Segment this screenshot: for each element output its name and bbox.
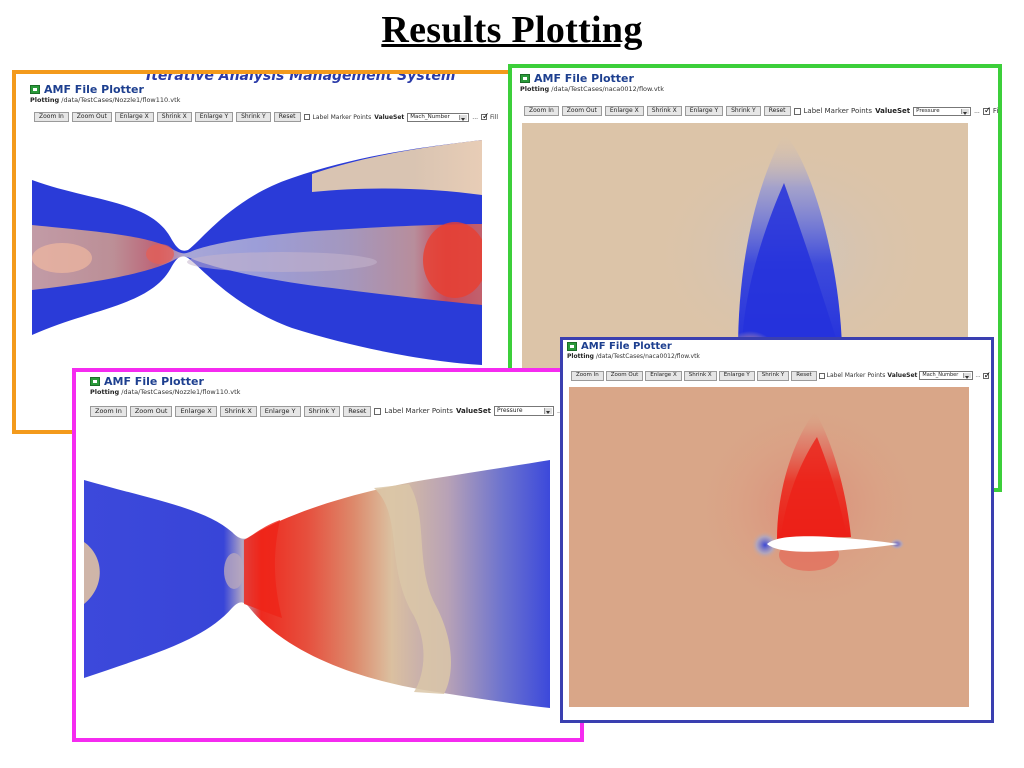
plotter-title-text: AMF File Plotter [534, 72, 634, 85]
plotting-label: Plotting [567, 353, 594, 360]
app-icon [520, 74, 530, 83]
plotting-path: Plotting /data/TestCases/Nozzle1/flow110… [90, 388, 240, 396]
app-icon [90, 377, 100, 386]
enlarge-x-button[interactable]: Enlarge X [175, 406, 217, 417]
chevron-down-icon [963, 373, 972, 380]
fill-label: Fill [490, 113, 499, 121]
valueset-select[interactable]: Pressure [913, 106, 972, 116]
file-path: /data/TestCases/Nozzle1/flow110.vtk [61, 96, 181, 104]
reset-button[interactable]: Reset [343, 406, 372, 417]
plotter-title-text: AMF File Plotter [104, 375, 204, 388]
nozzle-pressure-plot[interactable] [84, 456, 550, 716]
plotting-path: Plotting /data/TestCases/naca0012/flow.v… [520, 85, 664, 93]
plotter-title: AMF File Plotter [90, 375, 204, 388]
reset-button[interactable]: Reset [273, 112, 301, 122]
valueset-value: Mach_Number [922, 372, 959, 379]
shrink-x-button[interactable]: Shrink X [683, 371, 717, 381]
zoom-in-button[interactable]: Zoom In [571, 371, 604, 381]
reset-button[interactable]: Reset [763, 106, 791, 116]
chevron-down-icon [459, 114, 468, 121]
plotter-title-text: AMF File Plotter [44, 83, 144, 96]
label-markers-checkbox[interactable] [303, 114, 310, 120]
file-path: /data/TestCases/Nozzle1/flow110.vtk [121, 388, 241, 396]
plotter-title: AMF File Plotter [520, 72, 634, 85]
shrink-x-button[interactable]: Shrink X [646, 106, 682, 116]
label-markers-label: Label Marker Points [826, 372, 886, 380]
shrink-x-button[interactable]: Shrink X [219, 406, 257, 417]
ellipsis[interactable]: ... [975, 372, 981, 379]
fill-checkbox[interactable] [481, 112, 490, 122]
zoom-in-button[interactable]: Zoom In [34, 112, 69, 122]
enlarge-y-button[interactable]: Enlarge Y [194, 112, 234, 122]
plotter-window-airfoil-mach: AMF File Plotter Plotting /data/TestCase… [560, 337, 994, 723]
zoom-out-button[interactable]: Zoom Out [129, 406, 173, 417]
zoom-out-button[interactable]: Zoom Out [605, 371, 644, 381]
enlarge-x-button[interactable]: Enlarge X [604, 106, 644, 116]
plotting-label: Plotting [90, 388, 120, 396]
enlarge-y-button[interactable]: Enlarge Y [684, 106, 724, 116]
plotter-window-nozzle-pressure: AMF File Plotter Plotting /data/TestCase… [72, 368, 584, 742]
valueset-label: ValueSet [374, 113, 405, 121]
valueset-select[interactable]: Mach_Number [919, 371, 974, 381]
valueset-value: Mach_Number [410, 113, 450, 120]
label-markers-checkbox[interactable] [793, 107, 801, 115]
zoom-in-button[interactable]: Zoom In [90, 406, 127, 417]
zoom-in-button[interactable]: Zoom In [524, 106, 559, 116]
plotting-label: Plotting [520, 85, 550, 93]
fill-label: Fill Co [992, 107, 1002, 115]
fill-checkbox[interactable] [982, 106, 991, 116]
valueset-label: ValueSet [455, 407, 491, 416]
zoom-out-button[interactable]: Zoom Out [561, 106, 602, 116]
label-markers-checkbox[interactable] [374, 407, 382, 415]
zoom-out-button[interactable]: Zoom Out [71, 112, 112, 122]
plot-toolbar: Zoom In Zoom Out Enlarge X Shrink X Enla… [34, 112, 498, 122]
file-path: /data/TestCases/naca0012/flow.vtk [595, 353, 700, 360]
reset-button[interactable]: Reset [791, 371, 817, 381]
file-path: /data/TestCases/naca0012/flow.vtk [551, 85, 664, 93]
shrink-x-button[interactable]: Shrink X [156, 112, 192, 122]
plotting-path: Plotting /data/TestCases/Nozzle1/flow110… [30, 96, 180, 104]
label-markers-label: Label Marker Points [312, 113, 372, 121]
label-markers-label: Label Marker Points [384, 407, 453, 416]
shrink-y-button[interactable]: Shrink Y [236, 112, 271, 122]
plotter-title: AMF File Plotter [30, 83, 144, 96]
fill-checkbox[interactable] [982, 371, 991, 381]
label-markers-label: Label Marker Points [803, 107, 873, 115]
valueset-select[interactable]: Mach_Number [407, 112, 470, 122]
ellipsis[interactable]: ... [974, 107, 980, 115]
system-banner: Iterative Analysis Management System [146, 70, 456, 84]
plotter-title: AMF File Plotter [567, 341, 672, 352]
chevron-down-icon [543, 408, 552, 415]
plotting-label: Plotting [30, 96, 60, 104]
slide-title: Results Plotting [381, 9, 643, 51]
fill-label: Fi [990, 372, 994, 380]
shrink-y-button[interactable]: Shrink Y [726, 106, 761, 116]
enlarge-x-button[interactable]: Enlarge X [645, 371, 682, 381]
plot-toolbar: Zoom In Zoom Out Enlarge X Shrink X Enla… [571, 371, 994, 381]
ellipsis[interactable]: ... [472, 113, 479, 121]
plotting-path: Plotting /data/TestCases/naca0012/flow.v… [567, 353, 700, 360]
valueset-select[interactable]: Pressure [493, 406, 554, 417]
plot-toolbar: Zoom In Zoom Out Enlarge X Shrink X Enla… [90, 406, 575, 417]
shrink-y-button[interactable]: Shrink Y [303, 406, 341, 417]
plot-toolbar: Zoom In Zoom Out Enlarge X Shrink X Enla… [524, 106, 1002, 116]
valueset-label: ValueSet [887, 372, 918, 380]
valueset-label: ValueSet [875, 107, 911, 115]
airfoil-mach-plot[interactable] [569, 387, 969, 707]
nozzle-mach-plot[interactable] [32, 140, 482, 370]
shrink-y-button[interactable]: Shrink Y [756, 371, 790, 381]
plotter-title-text: AMF File Plotter [581, 341, 672, 352]
chevron-down-icon [961, 108, 970, 115]
valueset-value: Pressure [916, 107, 940, 114]
app-icon [567, 342, 577, 351]
enlarge-x-button[interactable]: Enlarge X [114, 112, 154, 122]
label-markers-checkbox[interactable] [818, 372, 825, 379]
app-icon [30, 85, 40, 94]
enlarge-y-button[interactable]: Enlarge Y [259, 406, 301, 417]
enlarge-y-button[interactable]: Enlarge Y [718, 371, 755, 381]
valueset-value: Pressure [496, 407, 523, 415]
